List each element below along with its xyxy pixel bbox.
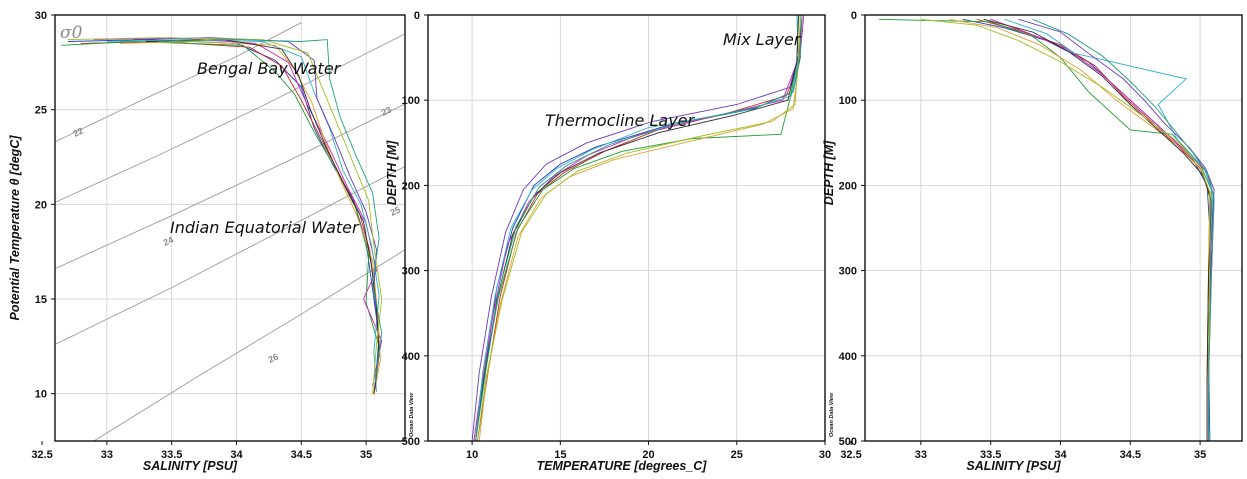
series-line-10 xyxy=(1032,18,1215,441)
x-tick-label: 32.5 xyxy=(840,449,861,461)
series-line-6 xyxy=(478,15,801,441)
isopycnal-26 xyxy=(93,249,405,441)
x-axis-label: TEMPERATURE [degrees_C] xyxy=(537,459,708,473)
series-line-10 xyxy=(158,39,383,383)
y-tick-label: 200 xyxy=(839,180,857,192)
x-tick-label: 35 xyxy=(360,449,372,461)
y-tick-label: 100 xyxy=(839,95,857,107)
series-line-3 xyxy=(878,18,1212,441)
y-tick-label: 200 xyxy=(402,180,420,192)
series-line-6 xyxy=(948,18,1211,441)
y-tick-label: 15 xyxy=(35,294,47,306)
x-tick-label: 32.5 xyxy=(31,449,52,461)
series-line-4 xyxy=(473,15,805,441)
x-tick-label: 33 xyxy=(915,449,927,461)
x-tick-label: 20 xyxy=(642,449,654,461)
series-line-7 xyxy=(471,15,803,441)
plot-frame xyxy=(427,14,826,442)
x-tick-label: 34.5 xyxy=(1120,449,1141,461)
series-line-1 xyxy=(962,18,1212,441)
isopycnal-24 xyxy=(55,103,405,270)
y-tick-label: 500 xyxy=(402,436,420,448)
series-line-1 xyxy=(67,39,380,385)
x-axis-label: SALINITY [PSU] xyxy=(143,459,238,473)
x-tick-label: 10 xyxy=(466,449,478,461)
watermark: Ocean Data View xyxy=(829,392,835,437)
annotation-mix-layer: Mix Layer xyxy=(723,30,802,49)
annotation-bengal-bay-water: Bengal Bay Water xyxy=(197,59,342,78)
x-tick-label: 25 xyxy=(731,449,743,461)
isopycnal-25 xyxy=(55,166,405,345)
annotation-thermocline-layer: Thermocline Layer xyxy=(545,111,696,130)
chart-panel-3: 32.5 33 33.5 34 34.5 35 0 100 200 300 400 500 SALINI… xyxy=(822,10,1243,473)
y-tick-label: 400 xyxy=(839,351,857,363)
plot-frame xyxy=(54,14,406,442)
y-tick-label: 10 xyxy=(35,389,47,401)
isopycnal-label-25: 25 xyxy=(389,205,402,218)
series-line-3 xyxy=(61,41,380,390)
x-tick-label: 30 xyxy=(819,449,831,461)
series-line-7 xyxy=(132,37,380,389)
series-line-5 xyxy=(475,15,799,441)
isopycnal-22 xyxy=(55,22,302,143)
series-line-5 xyxy=(106,39,380,392)
x-tick-label: 33 xyxy=(101,449,113,461)
x-tick-label: 33.5 xyxy=(980,449,1001,461)
x-tick-label: 35 xyxy=(1194,449,1206,461)
x-tick-label: 33.5 xyxy=(161,449,182,461)
series-line-4 xyxy=(93,37,383,387)
y-tick-label: 20 xyxy=(35,199,47,211)
plot-frame xyxy=(864,14,1243,442)
isopycnal-23 xyxy=(55,33,405,203)
y-tick-label: 100 xyxy=(402,95,420,107)
y-tick-label: 300 xyxy=(839,266,857,278)
x-tick-label: 15 xyxy=(554,449,566,461)
y-tick-label: 0 xyxy=(414,10,420,22)
y-tick-label: 30 xyxy=(35,10,47,22)
y-axis-label: DEPTH [M] xyxy=(385,140,399,205)
isopycnal-title: σ0 xyxy=(60,23,83,43)
y-tick-label: 400 xyxy=(402,351,420,363)
series-line-4 xyxy=(990,18,1215,441)
x-tick-label: 34.5 xyxy=(291,449,312,461)
series-line-8 xyxy=(145,39,380,394)
isopycnal-label-24: 24 xyxy=(162,235,175,248)
y-tick-label: 25 xyxy=(35,105,47,117)
annotation-indian-equatorial-water: Indian Equatorial Water xyxy=(170,218,360,237)
series-line-9 xyxy=(920,18,1211,441)
y-axis-label: Potential Temperature θ [degC] xyxy=(8,135,22,321)
y-tick-label: 500 xyxy=(839,436,857,448)
watermark: Ocean Data View xyxy=(409,392,415,437)
x-tick-label: 34 xyxy=(1054,449,1067,461)
x-tick-label: 34 xyxy=(230,449,243,461)
isopycnal-label-26: 26 xyxy=(267,352,280,365)
y-tick-label: 0 xyxy=(851,10,857,22)
series-line-10 xyxy=(475,15,803,441)
x-axis-label: SALINITY [PSU] xyxy=(966,459,1061,473)
isopycnal-label-22: 22 xyxy=(72,126,85,139)
series-line-2 xyxy=(476,15,803,441)
y-tick-label: 300 xyxy=(402,266,420,278)
series-line-7 xyxy=(1018,18,1215,441)
chart-panel-1: 32.5 33 33.5 34 34.5 35 10 15 20 25 30 SALINITY [PS… xyxy=(8,10,415,473)
isopycnal-label-23: 23 xyxy=(380,105,393,118)
y-axis-label: DEPTH [M] xyxy=(822,140,836,205)
series-line-9 xyxy=(476,15,801,441)
series-line-9 xyxy=(67,37,383,394)
series-line-8 xyxy=(983,18,1212,441)
series-line-2 xyxy=(976,18,1211,441)
